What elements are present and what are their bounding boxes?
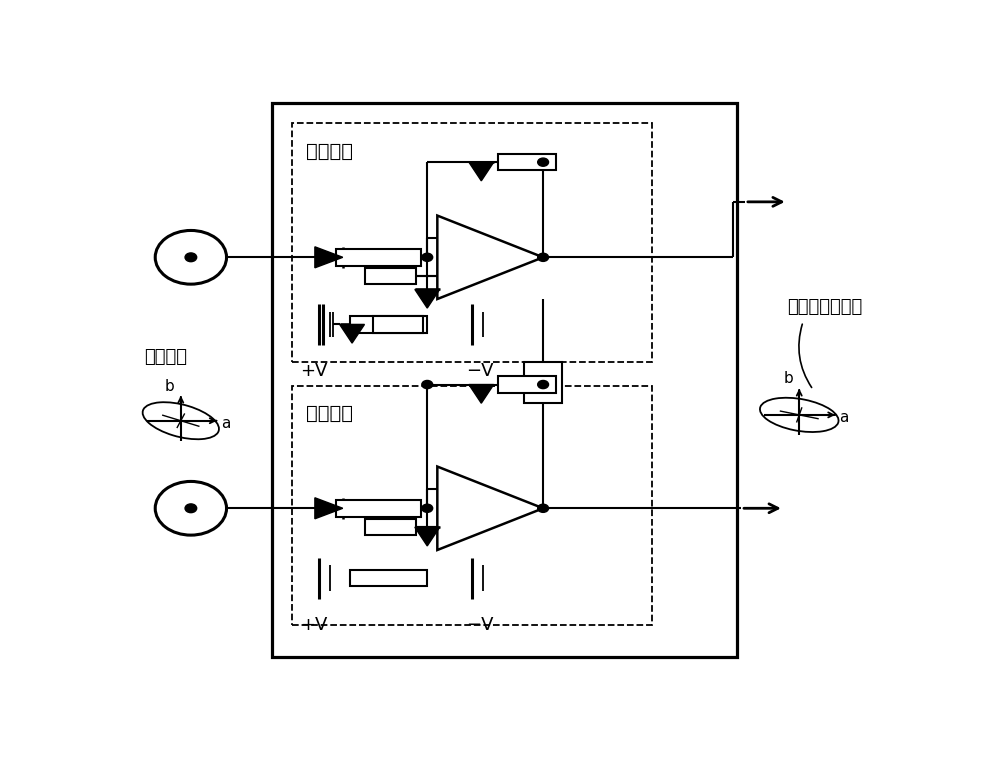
Polygon shape xyxy=(415,528,440,546)
Text: +V: +V xyxy=(300,616,328,634)
Circle shape xyxy=(422,381,433,389)
Text: a: a xyxy=(840,410,849,425)
Text: 基本调理后信号: 基本调理后信号 xyxy=(788,298,863,315)
Circle shape xyxy=(422,504,433,512)
Text: 初调电路: 初调电路 xyxy=(306,142,353,161)
Bar xyxy=(350,316,427,333)
Bar xyxy=(498,377,556,393)
Bar xyxy=(272,102,737,657)
Bar xyxy=(336,249,421,266)
Bar xyxy=(365,268,416,284)
Text: −V: −V xyxy=(466,616,494,634)
Circle shape xyxy=(538,381,549,389)
Circle shape xyxy=(185,504,197,512)
Polygon shape xyxy=(340,324,364,343)
Circle shape xyxy=(538,158,549,166)
Circle shape xyxy=(538,504,549,512)
Circle shape xyxy=(185,253,197,262)
Bar xyxy=(365,519,416,535)
Text: 原始信号: 原始信号 xyxy=(144,347,187,365)
Bar xyxy=(524,362,562,403)
Bar xyxy=(292,123,652,362)
Text: −V: −V xyxy=(466,362,494,381)
Text: 初调电路: 初调电路 xyxy=(306,404,353,424)
Text: b: b xyxy=(165,380,175,394)
Bar xyxy=(350,570,427,587)
Polygon shape xyxy=(469,384,494,403)
Circle shape xyxy=(538,253,549,262)
Bar xyxy=(373,316,423,333)
Text: b: b xyxy=(783,371,793,387)
Circle shape xyxy=(422,253,433,262)
Polygon shape xyxy=(469,162,494,181)
Text: a: a xyxy=(221,416,230,431)
Polygon shape xyxy=(315,498,343,518)
Polygon shape xyxy=(415,290,440,308)
Bar xyxy=(292,386,652,625)
Bar xyxy=(336,500,421,517)
Polygon shape xyxy=(315,247,343,268)
Text: +V: +V xyxy=(300,362,328,381)
Bar xyxy=(498,154,556,171)
